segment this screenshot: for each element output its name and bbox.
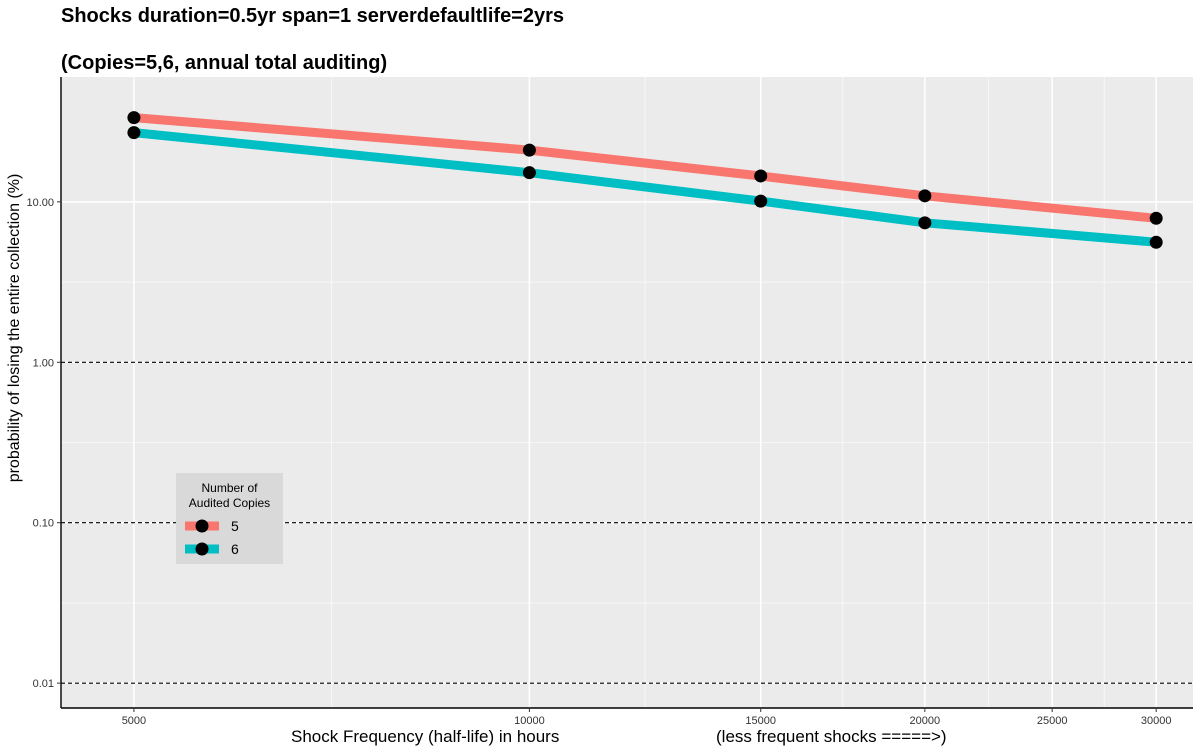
data-point-5 [918,189,932,203]
x-tick-label: 30000 [1141,715,1172,727]
x-tick-label: 15000 [745,715,776,727]
data-point-5 [522,143,536,157]
legend-title: Audited Copies [189,496,270,510]
x-tick-label: 5000 [122,715,146,727]
data-point-5 [754,169,768,183]
chart-title-line-2: (Copies=5,6, annual total auditing) [61,52,388,74]
legend-label-6: 6 [231,541,239,557]
legend-key-point-5 [195,519,209,533]
data-point-6 [918,216,932,230]
data-point-5 [1149,211,1163,225]
y-tick-label: 1.00 [33,357,54,369]
y-tick-label: 0.10 [33,518,54,530]
y-tick-label: 10.00 [26,197,54,209]
data-point-6 [522,166,536,180]
data-point-5 [127,111,141,125]
x-axis-label: Shock Frequency (half-life) in hours [291,727,560,746]
x-axis-label-direction: (less frequent shocks =====>) [716,727,947,746]
x-tick-label: 20000 [910,715,941,727]
data-point-6 [754,194,768,208]
x-tick-label: 25000 [1037,715,1068,727]
y-tick-label: 0.01 [33,678,54,690]
legend-label-5: 5 [231,518,239,534]
chart-title-line-1: Shocks duration=0.5yr span=1 serverdefau… [61,5,565,27]
data-point-6 [127,126,141,140]
y-axis-label: probability of losing the entire collect… [6,173,23,483]
legend-key-point-6 [195,542,209,556]
legend-title: Number of [201,481,258,495]
data-point-6 [1149,235,1163,249]
x-tick-label: 10000 [514,715,545,727]
plot-panel [61,77,1193,708]
